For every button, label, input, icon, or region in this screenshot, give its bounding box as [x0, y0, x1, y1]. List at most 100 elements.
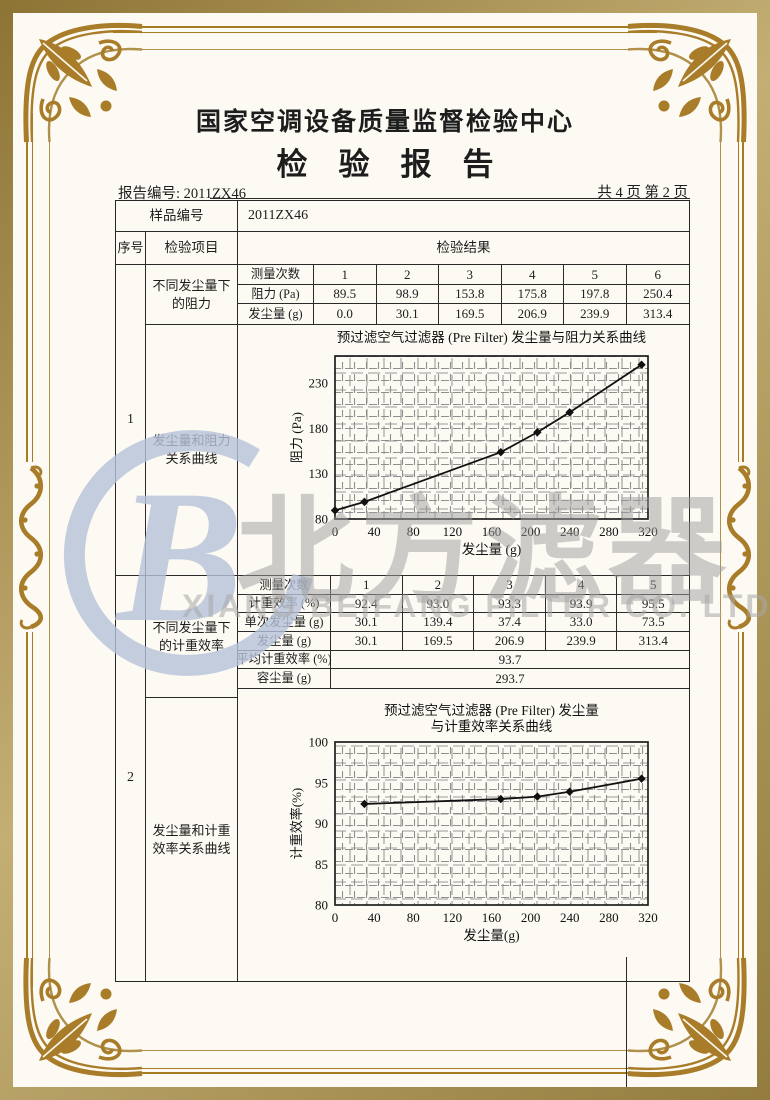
- chart-title: 预过滤空气过滤器 (Pre Filter) 发尘量与阻力关系曲线: [337, 330, 646, 345]
- t1-corner: 测量次数: [238, 265, 314, 285]
- x-tick-label: 40: [368, 524, 381, 539]
- t2-r1-val: 93.0: [402, 594, 475, 614]
- x-tick-label: 240: [560, 910, 580, 925]
- t1-r2-label: 发尘量 (g): [238, 304, 314, 324]
- sample-no-label: 样品编号: [116, 201, 238, 232]
- data-point: [360, 497, 369, 507]
- t1-r1-val: 98.9: [376, 284, 439, 305]
- header-item: 检验项目: [146, 232, 238, 265]
- x-tick-label: 320: [638, 910, 658, 925]
- serial-1: 1: [116, 265, 146, 576]
- x-tick-label: 40: [368, 910, 381, 925]
- t1-r1-val: 153.8: [439, 284, 502, 305]
- series-line: [334, 363, 643, 512]
- t1-r2-val: 30.1: [377, 304, 439, 324]
- t2-r2-label: 单次发尘量 (g): [238, 613, 331, 632]
- frame-inner-line: [49, 49, 721, 1051]
- results-table: 样品编号 2011ZX46 序号 检验项目 检验结果 1 不同发尘量下的阻力 测…: [115, 200, 690, 982]
- t1-r1-label: 阻力 (Pa): [238, 284, 314, 305]
- y-tick-label: 130: [309, 466, 329, 481]
- t1-r1-val: 89.5: [314, 284, 377, 305]
- y-tick-label: 230: [309, 376, 329, 391]
- t2-col: 1: [331, 576, 403, 595]
- t2-r2-val: 73.5: [617, 613, 689, 632]
- t2-r1-val: 95.5: [617, 595, 689, 614]
- x-tick-label: 280: [599, 524, 619, 539]
- t1-r1-val: 250.4: [626, 285, 689, 305]
- t2-r1-val: 93.9: [545, 594, 618, 614]
- x-tick-label: 200: [521, 524, 541, 539]
- serial-2: 2: [116, 576, 146, 981]
- x-tick-label: 0: [332, 524, 339, 539]
- header-serial: 序号: [116, 232, 146, 265]
- y-tick-label: 180: [309, 421, 329, 436]
- x-tick-label: 80: [407, 524, 420, 539]
- t2-avg-value: 93.7: [331, 651, 689, 670]
- data-point: [330, 506, 340, 515]
- t1-r1-val: 175.8: [501, 284, 564, 305]
- plot-border: [334, 355, 649, 520]
- t2-col: 2: [402, 576, 475, 595]
- x-tick-label: 240: [560, 524, 580, 539]
- t1-r2-val: 206.9: [502, 304, 564, 324]
- t2-cap-value: 293.7: [495, 670, 525, 686]
- y-tick-label: 100: [309, 735, 329, 750]
- efficiency-mini-table: 测量次数 1 2 3 4 5 计重效率 (%) 92.4 93.0 93.3 9…: [236, 576, 689, 698]
- t1-r2-val: 313.4: [643, 306, 673, 322]
- t2-r2-val: 30.1: [331, 613, 403, 632]
- item-resistance-chart: 发尘量和阻力关系曲线: [146, 325, 238, 576]
- t1-r2-val: 169.5: [439, 304, 502, 324]
- t2-corner: 测量次数: [238, 576, 331, 595]
- x-tick-label: 320: [638, 524, 658, 539]
- t2-r3-label: 发尘量 (g): [238, 631, 331, 651]
- x-tick-label: 280: [599, 910, 619, 925]
- x-tick-label: 160: [482, 910, 502, 925]
- chart-grid-2: [335, 356, 648, 519]
- t1-col: 2: [376, 265, 439, 285]
- mini-table-2: 测量次数 1 2 3 4 5 计重效率 (%) 92.4 93.0 93.3 9…: [236, 576, 689, 689]
- t1-col: 3: [439, 265, 502, 285]
- t2-r3-val: 206.9: [474, 631, 546, 651]
- t1-col: 4: [501, 265, 564, 285]
- mini-table-1: 测量次数 1 2 3 4 5 6 阻力 (Pa) 89.5 98.9 153.8…: [238, 265, 689, 324]
- report-number-rule: [210, 198, 690, 199]
- data-point: [496, 447, 505, 457]
- t2-r3-val: 30.1: [331, 631, 403, 651]
- x-axis-label: 发尘量 (g): [462, 542, 522, 557]
- center-name-title: 国家空调设备质量监督检验中心: [195, 109, 574, 136]
- y-axis-label: 计重效率(%): [289, 788, 304, 860]
- t2-r3-val: 169.5: [402, 631, 475, 651]
- t2-r2-val: 33.0: [545, 613, 618, 632]
- x-axis-label: 发尘量(g): [463, 928, 519, 943]
- resistance-mini-table: 测量次数 1 2 3 4 5 6 阻力 (Pa) 89.5 98.9 153.8…: [238, 265, 689, 325]
- t2-col: 3: [474, 576, 546, 595]
- t1-r1-val: 197.8: [564, 284, 627, 305]
- header-result: 检验结果: [238, 232, 689, 265]
- y-tick-label: 85: [315, 857, 328, 872]
- t1-col: 1: [314, 265, 377, 285]
- x-tick-label: 0: [332, 910, 339, 925]
- t2-r2-val: 37.4: [474, 613, 546, 632]
- report-title: 检 验 报 告: [276, 147, 494, 182]
- item-resistance-table: 不同发尘量下的阻力: [146, 265, 238, 325]
- chart-title: 预过滤空气过滤器 (Pre Filter) 发尘量: [384, 703, 599, 718]
- t2-r1-label: 计重效率 (%): [238, 594, 331, 614]
- t2-col: 4: [545, 576, 618, 595]
- item-efficiency-table: 不同发尘量下的计重效率: [146, 576, 238, 698]
- plot-border: [334, 741, 649, 906]
- sample-no-value: 2011ZX46: [238, 201, 689, 232]
- y-tick-label: 95: [315, 775, 328, 790]
- item-efficiency-chart: 发尘量和计重效率关系曲线: [146, 698, 238, 981]
- page-info: 共 4 页 第 2 页: [597, 185, 688, 201]
- t2-r3-val: 239.9: [545, 631, 618, 651]
- chart-title-line2: 与计重效率关系曲线: [431, 718, 553, 734]
- t1-r2-val: 0.0: [314, 304, 377, 324]
- t1-r2-val: 239.9: [564, 304, 627, 324]
- x-tick-label: 120: [443, 524, 463, 539]
- x-tick-label: 200: [521, 910, 541, 925]
- x-tick-label: 120: [443, 910, 463, 925]
- x-tick-label: 80: [407, 910, 420, 925]
